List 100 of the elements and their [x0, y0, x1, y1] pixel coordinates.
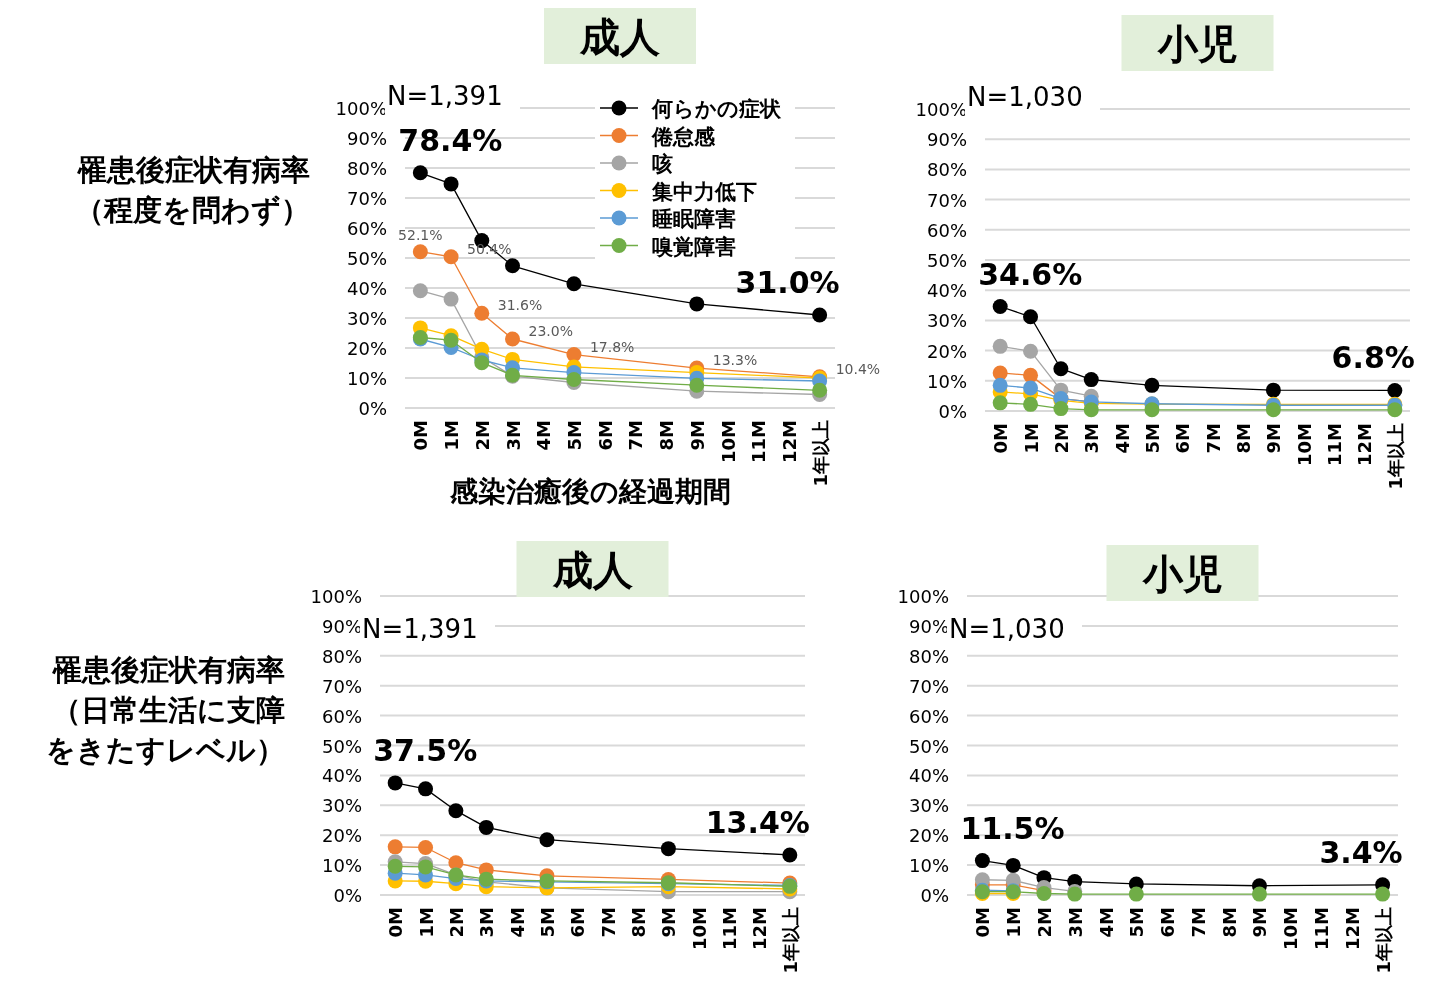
- x-tick-label: 9M: [686, 420, 708, 451]
- x-tick-label: 5M: [563, 420, 585, 451]
- x-tick-label: 10M: [1293, 423, 1315, 466]
- y-tick-label: 90%: [346, 128, 387, 149]
- point: [660, 841, 676, 857]
- point: [1128, 886, 1144, 902]
- point: [448, 803, 464, 819]
- legend-label: 咳: [652, 152, 673, 176]
- x-tick-label: 8M: [1218, 907, 1240, 938]
- y-tick-label: 90%: [926, 129, 967, 151]
- point: [478, 819, 494, 835]
- point: [1023, 343, 1039, 359]
- y-tick-label: 30%: [346, 308, 387, 329]
- x-tick-label: 4M: [1111, 423, 1133, 454]
- point: [992, 338, 1008, 354]
- chart-title: 小児: [1141, 551, 1223, 597]
- chart-subtitle: N=1,391: [387, 81, 503, 111]
- data-label: 11.5%: [960, 810, 1065, 846]
- x-tick-label: 2M: [1050, 423, 1072, 454]
- y-tick-label: 20%: [926, 340, 967, 362]
- y-tick-label: 30%: [321, 795, 362, 817]
- point: [566, 276, 582, 292]
- y-tick-label: 80%: [346, 158, 387, 179]
- point: [1387, 402, 1403, 418]
- x-tick-label: 1年以上: [779, 907, 801, 974]
- chart-subtitle: N=1,030: [967, 82, 1083, 112]
- y-tick-label: 60%: [908, 705, 949, 727]
- x-tick-label: 7M: [597, 907, 619, 938]
- x-tick-label: 0M: [972, 907, 994, 938]
- data-label: 37.5%: [373, 732, 478, 768]
- x-tick-label: 10M: [717, 420, 739, 463]
- x-tick-label: 10M: [688, 907, 710, 950]
- point: [1251, 886, 1267, 902]
- x-tick-label: 11M: [719, 907, 741, 950]
- y-tick-label: 80%: [926, 159, 967, 181]
- point: [539, 832, 555, 848]
- y-tick-label: 60%: [321, 705, 362, 727]
- point: [812, 307, 828, 323]
- point: [387, 775, 403, 791]
- point: [443, 249, 459, 265]
- legend-label: 睡眠障害: [652, 207, 736, 231]
- point: [992, 365, 1008, 381]
- data-label: 34.6%: [978, 256, 1083, 292]
- x-tick-label: 3M: [476, 907, 498, 938]
- point: [782, 847, 798, 863]
- point: [412, 165, 428, 181]
- point: [443, 176, 459, 192]
- point: [689, 296, 705, 312]
- x-tick-label: 6M: [1172, 423, 1194, 454]
- point: [1387, 382, 1403, 398]
- data-label: 6.8%: [1331, 340, 1415, 376]
- x-tick-label: 12M: [778, 420, 800, 463]
- x-tick-label: 10M: [1280, 907, 1302, 950]
- x-tick-label: 8M: [1233, 423, 1255, 454]
- point: [1023, 367, 1039, 383]
- y-tick-label: 0%: [938, 401, 967, 422]
- point: [974, 853, 990, 869]
- x-tick-label: 7M: [625, 420, 647, 451]
- y-tick-label: 50%: [346, 248, 387, 269]
- y-tick-label: 10%: [908, 855, 949, 877]
- x-tick-label: 11M: [748, 420, 770, 463]
- x-tick-label: 3M: [502, 420, 524, 451]
- point: [1265, 382, 1281, 398]
- x-tick-label: 9M: [1263, 423, 1285, 454]
- y-tick-label: 70%: [346, 188, 387, 209]
- y-tick-label: 90%: [321, 615, 362, 637]
- x-tick-label: 4M: [1095, 907, 1117, 938]
- data-label: 10.4%: [835, 360, 881, 377]
- y-tick-label: 0%: [920, 885, 949, 906]
- y-tick-label: 0%: [358, 398, 387, 419]
- x-tick-label: 0M: [990, 423, 1012, 454]
- y-tick-label: 70%: [908, 675, 949, 697]
- point: [505, 331, 520, 347]
- y-tick-label: 60%: [926, 219, 967, 241]
- x-tick-label: 12M: [749, 907, 771, 950]
- point: [443, 291, 459, 307]
- point: [1375, 886, 1391, 902]
- data-label: 23.0%: [528, 323, 573, 339]
- y-tick-label: 70%: [321, 675, 362, 697]
- x-tick-label: 1年以上: [809, 420, 831, 487]
- x-tick-label: 2M: [445, 907, 467, 938]
- y-tick-label: 60%: [346, 218, 387, 239]
- x-tick-label: 9M: [658, 907, 680, 938]
- y-tick-label: 100%: [897, 586, 949, 607]
- x-axis-title: 感染治癒後の経過期間: [448, 475, 731, 508]
- x-tick-label: 6M: [594, 420, 616, 451]
- point: [1023, 380, 1039, 396]
- y-tick-label: 70%: [926, 189, 967, 211]
- data-label: 13.3%: [712, 352, 758, 369]
- x-tick-label: 8M: [628, 907, 650, 938]
- y-tick-label: 100%: [915, 99, 967, 120]
- chart-title: 成人: [579, 14, 661, 60]
- point: [1036, 886, 1052, 902]
- point: [418, 839, 434, 855]
- data-label: 78.4%: [398, 122, 503, 158]
- point: [812, 382, 828, 398]
- data-label: 17.8%: [589, 338, 635, 355]
- y-tick-label: 40%: [346, 278, 387, 299]
- y-axis-title: 罹患後症状有病率（程度を問わず）: [75, 153, 310, 227]
- point: [1144, 402, 1160, 418]
